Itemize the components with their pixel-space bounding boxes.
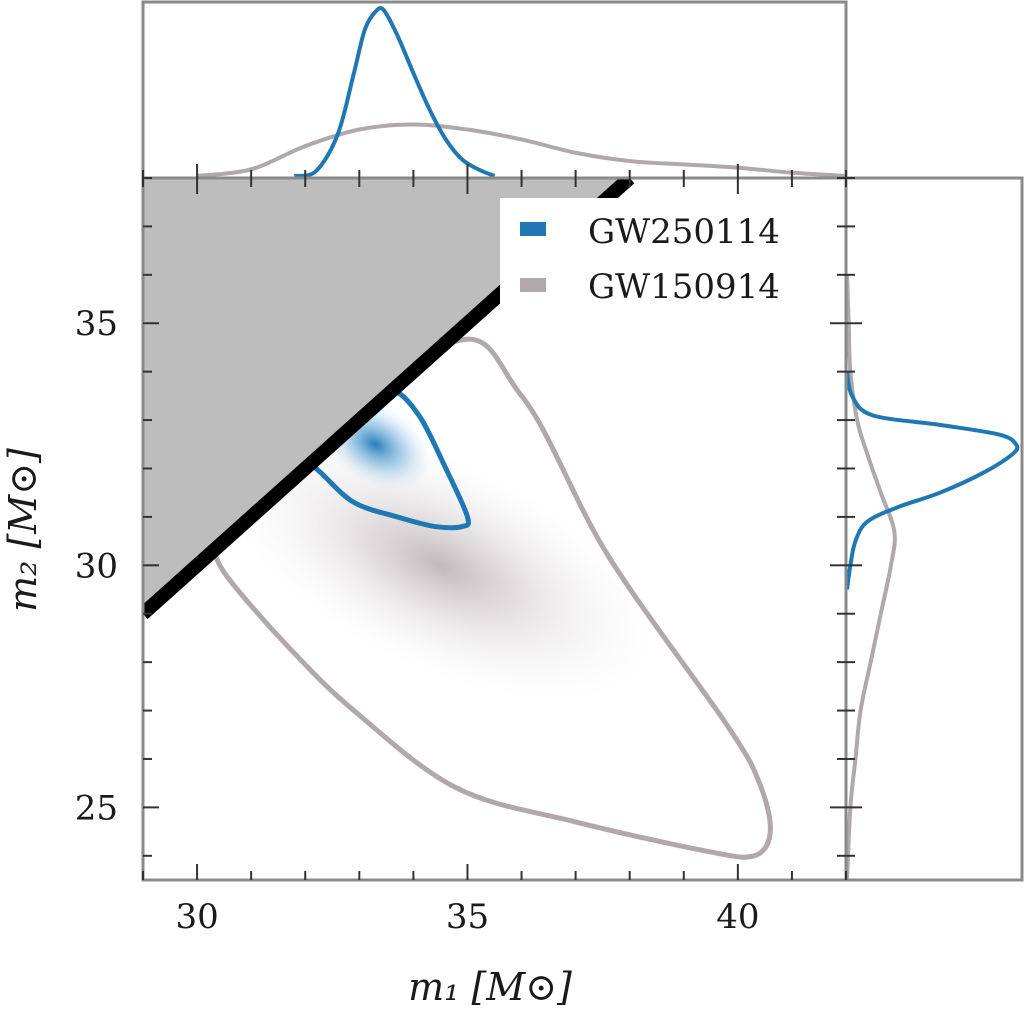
marginal-ticks bbox=[142, 164, 847, 178]
contour-gw150914 bbox=[211, 336, 773, 860]
legend: GW250114 GW150914 bbox=[500, 198, 836, 316]
marginal-m2-gw150914 bbox=[846, 274, 897, 880]
legend-label-gw150914: GW150914 bbox=[588, 267, 780, 307]
marginal-m1-gw150914 bbox=[196, 122, 846, 178]
top-marginal-frame bbox=[141, 0, 848, 180]
right-marginal-frame bbox=[844, 176, 1024, 882]
legend-label-gw250114: GW250114 bbox=[588, 212, 780, 252]
y-tick-label: 25 bbox=[75, 788, 118, 828]
top-marginal-panel bbox=[196, 5, 846, 178]
legend-box bbox=[500, 198, 836, 316]
x-tick-label: 40 bbox=[716, 897, 759, 937]
marginal-m2-gw250114 bbox=[846, 371, 1020, 590]
legend-swatch-gw250114 bbox=[520, 222, 546, 236]
x-tick-label: 30 bbox=[175, 897, 218, 937]
y-axis-label: m₂ [M⊙] bbox=[1, 448, 45, 612]
y-axis-ticks bbox=[143, 177, 862, 857]
y-tick-label: 30 bbox=[75, 546, 118, 586]
y-tick-labels: 25 30 35 bbox=[75, 304, 118, 828]
y-tick-label: 35 bbox=[75, 304, 118, 344]
x-axis-label: m₁ [M⊙] bbox=[408, 965, 572, 1009]
legend-swatch-gw150914 bbox=[520, 278, 546, 292]
x-tick-label: 35 bbox=[446, 897, 489, 937]
density-gw150914 bbox=[227, 429, 654, 702]
x-tick-labels: 30 35 40 bbox=[175, 897, 759, 937]
marginal-m1-gw250114 bbox=[293, 5, 496, 178]
right-marginal-panel bbox=[846, 274, 1020, 880]
x-axis-ticks bbox=[142, 178, 847, 880]
density-cloud-gw150914 bbox=[227, 429, 654, 702]
